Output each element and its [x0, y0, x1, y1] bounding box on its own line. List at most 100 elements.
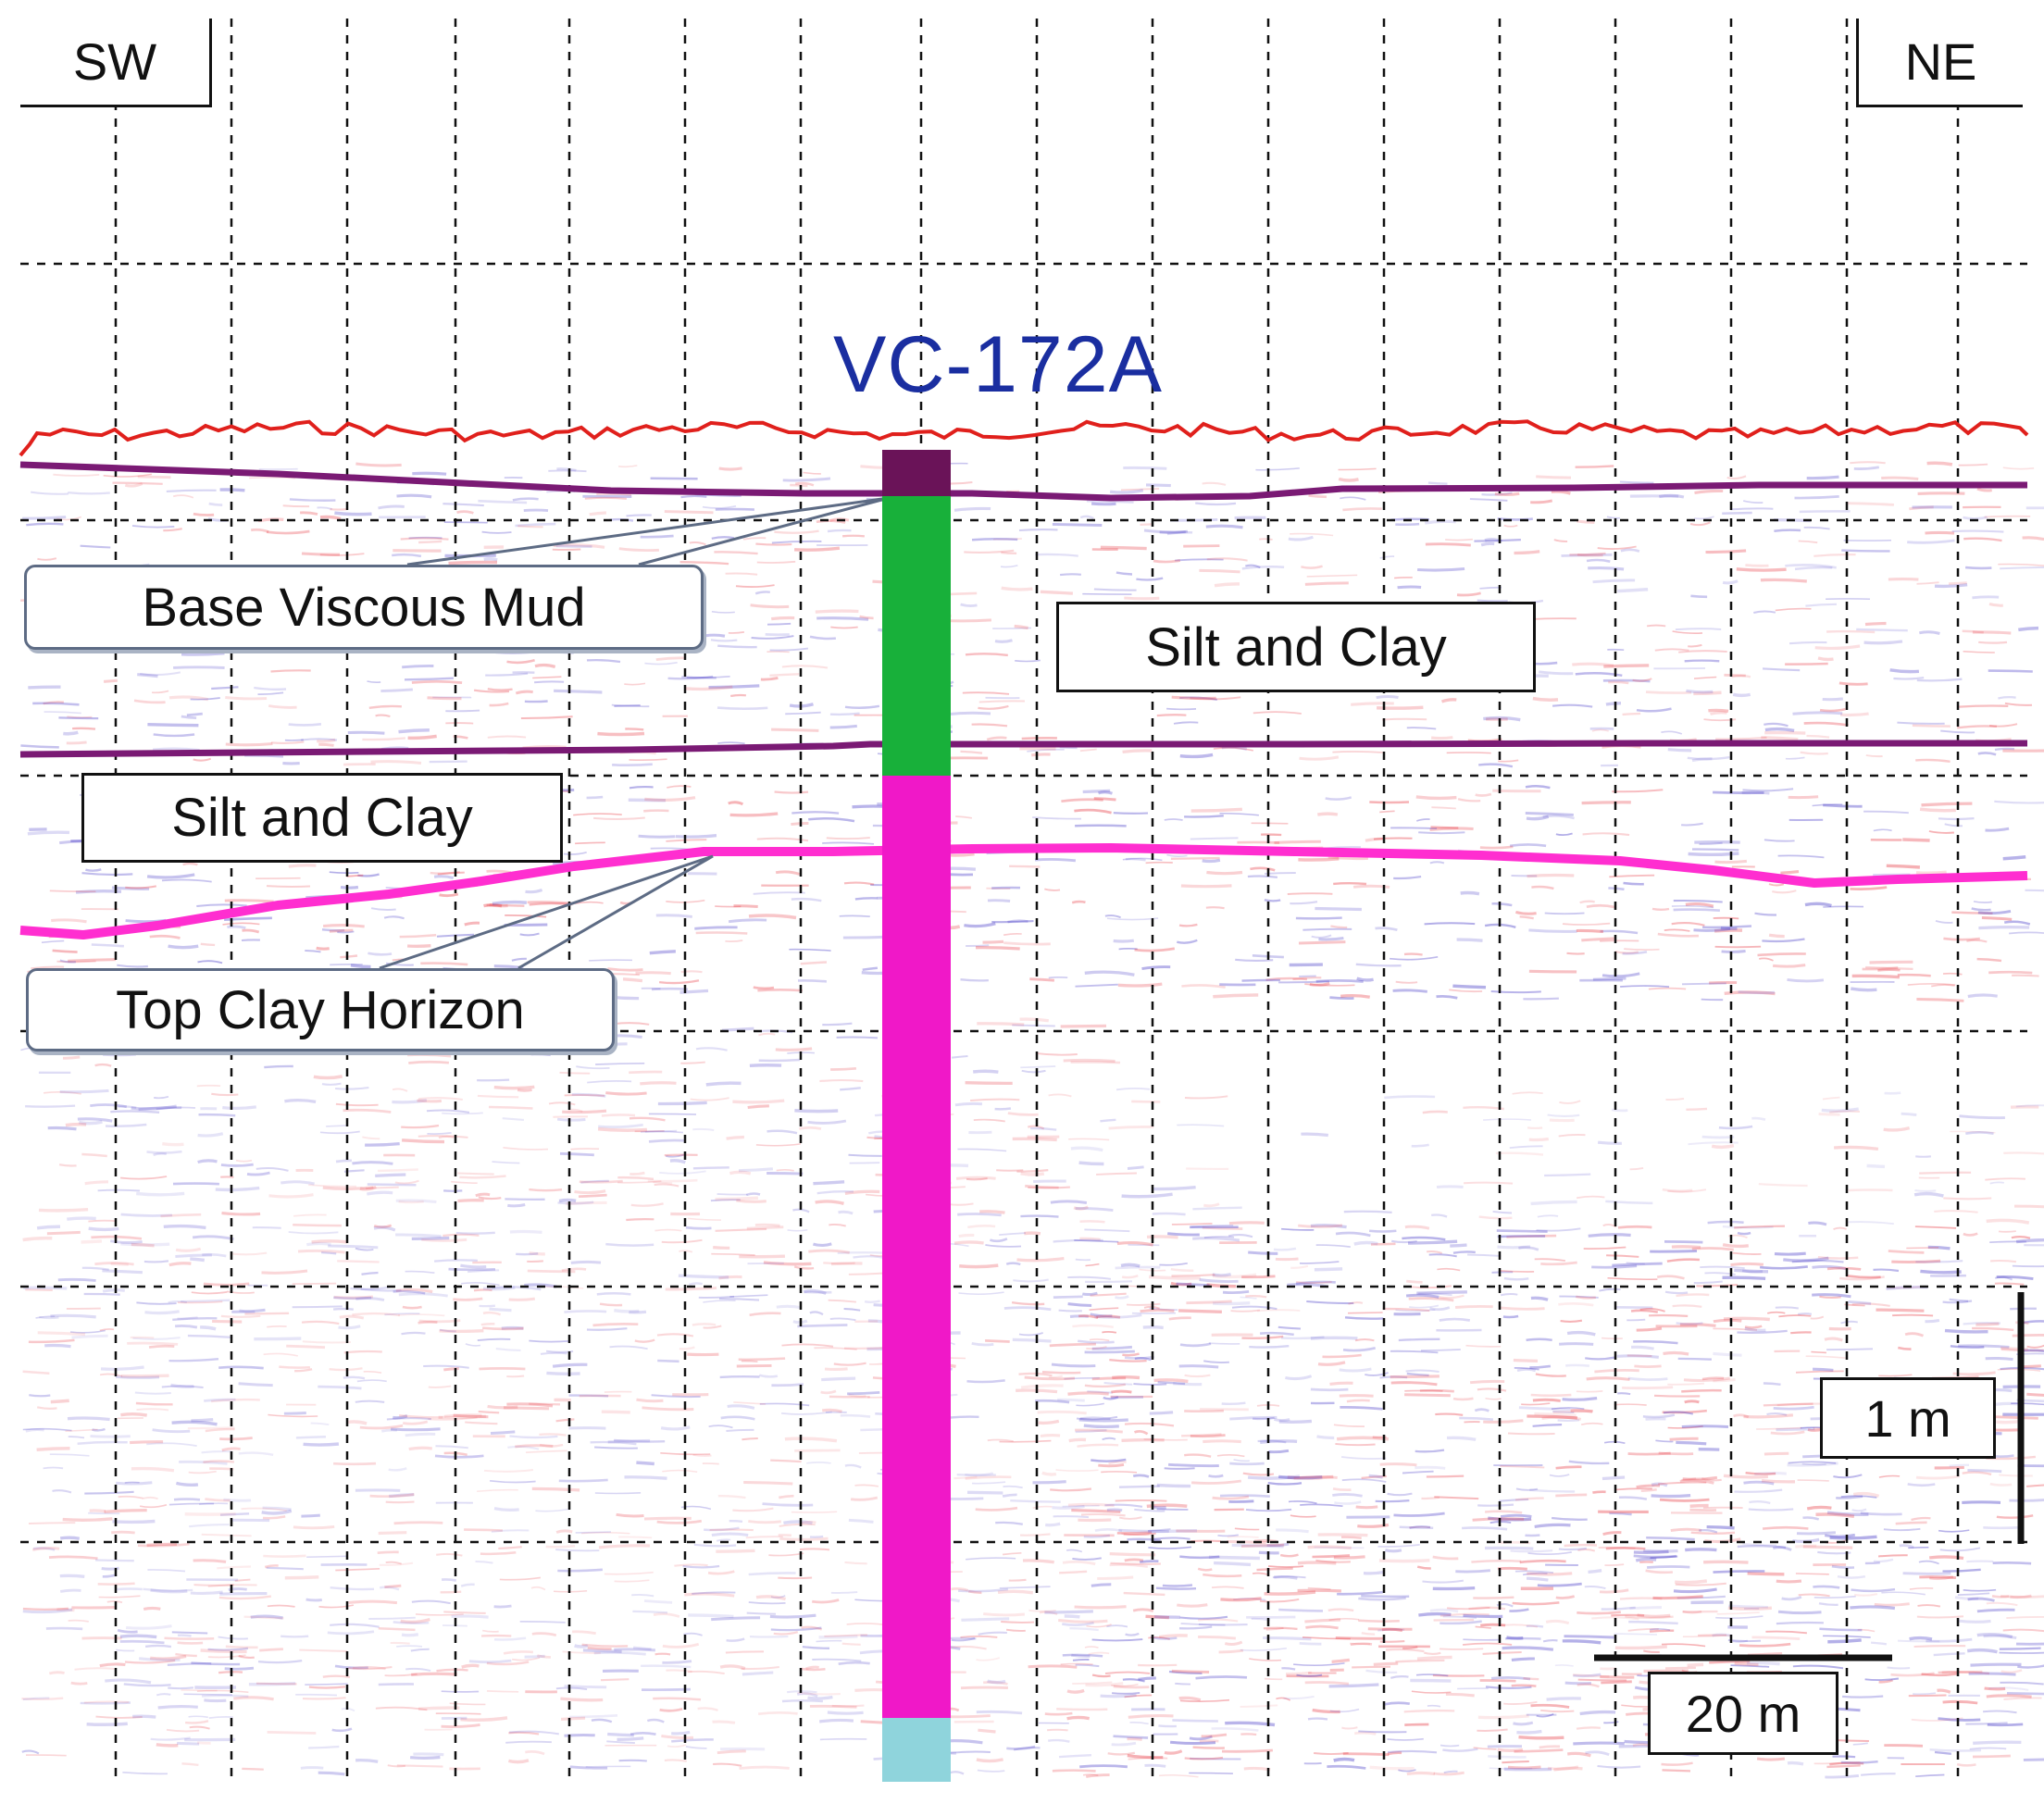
- seismic-reflection-streak: [1643, 1550, 1677, 1551]
- seismic-reflection-streak: [1967, 1470, 2001, 1471]
- seismic-reflection-streak: [318, 1773, 345, 1774]
- seismic-reflection-streak: [1075, 826, 1127, 827]
- seismic-reflection-streak: [176, 1483, 198, 1485]
- seismic-reflection-streak: [1455, 1571, 1490, 1572]
- seismic-reflection-streak: [629, 759, 667, 760]
- seismic-reflection-streak: [1524, 1678, 1539, 1679]
- seismic-reflection-streak: [379, 1684, 414, 1685]
- seismic-reflection-streak: [655, 1654, 671, 1655]
- seismic-reflection-streak: [967, 1492, 1003, 1493]
- seismic-reflection-streak: [104, 680, 118, 681]
- core-top-unit: [882, 450, 951, 496]
- seismic-reflection-streak: [717, 1194, 748, 1195]
- seismic-reflection-streak: [178, 1643, 204, 1644]
- seismic-reflection-streak: [732, 1101, 784, 1102]
- seismic-reflection-streak: [352, 1163, 393, 1164]
- seismic-reflection-streak: [794, 1111, 838, 1112]
- seismic-reflection-streak: [1993, 1562, 2031, 1563]
- seismic-reflection-streak: [44, 1346, 70, 1347]
- seismic-reflection-streak: [102, 1271, 142, 1273]
- seismic-reflection-streak: [1785, 664, 1828, 665]
- seismic-reflection-streak: [1599, 1548, 1636, 1549]
- seismic-reflection-streak: [589, 960, 632, 961]
- seismic-reflection-streak: [1578, 1680, 1626, 1681]
- seismic-reflection-streak: [1965, 1132, 1993, 1133]
- seismic-reflection-streak: [1154, 1380, 1189, 1382]
- seismic-reflection-streak: [1265, 900, 1280, 901]
- seismic-reflection-streak: [1926, 1321, 1939, 1322]
- seismic-reflection-streak: [1404, 954, 1423, 955]
- seismic-reflection-streak: [590, 513, 606, 515]
- seismic-reflection-streak: [966, 945, 989, 946]
- seismic-reflection-streak: [1121, 1264, 1140, 1266]
- seismic-reflection-streak: [298, 1250, 345, 1252]
- seismic-reflection-streak: [1128, 1739, 1142, 1740]
- seismic-reflection-streak: [1020, 1019, 1049, 1021]
- seismic-reflection-streak: [1340, 996, 1370, 998]
- seismic-reflection-streak: [158, 1707, 198, 1708]
- seismic-reflection-streak: [1041, 1436, 1060, 1437]
- seismic-reflection-streak: [1624, 883, 1644, 884]
- seismic-reflection-streak: [1910, 1638, 1932, 1639]
- seismic-reflection-streak: [506, 1376, 524, 1377]
- seismic-reflection-streak: [1249, 1346, 1289, 1347]
- seismic-reflection-streak: [1440, 1648, 1483, 1649]
- seismic-reflection-streak: [1527, 1339, 1552, 1340]
- seismic-reflection-streak: [386, 1502, 415, 1503]
- seismic-reflection-streak: [692, 1129, 714, 1130]
- seismic-reflection-streak: [627, 515, 652, 516]
- seismic-reflection-streak: [1364, 1573, 1384, 1574]
- seismic-reflection-streak: [1761, 579, 1807, 581]
- seismic-reflection-streak: [111, 1532, 135, 1533]
- seismic-reflection-streak: [1887, 865, 1920, 867]
- seismic-reflection-streak: [1180, 754, 1213, 756]
- seismic-reflection-streak: [977, 1711, 1022, 1713]
- seismic-reflection-streak: [979, 701, 1025, 702]
- seismic-reflection-streak: [1989, 1241, 2026, 1242]
- seismic-reflection-streak: [1080, 1221, 1105, 1222]
- seismic-reflection-streak: [1665, 1668, 1696, 1669]
- seismic-reflection-streak: [604, 1392, 632, 1393]
- seismic-reflection-streak: [289, 724, 321, 725]
- seismic-reflection-streak: [617, 1738, 644, 1739]
- seismic-reflection-streak: [988, 901, 1010, 902]
- seismic-reflection-streak: [532, 1488, 580, 1490]
- seismic-reflection-streak: [488, 689, 513, 690]
- seismic-reflection-streak: [1561, 1321, 1582, 1322]
- seismic-reflection-streak: [410, 1758, 440, 1759]
- seismic-reflection-streak: [403, 1307, 422, 1308]
- seismic-reflection-streak: [1715, 947, 1762, 948]
- seismic-reflection-streak: [482, 1328, 523, 1329]
- seismic-reflection-streak: [211, 1094, 238, 1095]
- seismic-reflection-streak: [1973, 1756, 2011, 1757]
- seismic-reflection-streak: [1959, 465, 1988, 466]
- seismic-reflection-streak: [1800, 511, 1851, 512]
- seismic-reflection-streak: [828, 530, 852, 531]
- seismic-reflection-streak: [703, 1463, 719, 1464]
- seismic-reflection-streak: [562, 1111, 606, 1112]
- seismic-reflection-streak: [1347, 1400, 1370, 1401]
- seismic-reflection-streak: [1988, 972, 2032, 973]
- seismic-reflection-streak: [1618, 1226, 1652, 1227]
- seismic-reflection-streak: [1654, 1396, 1700, 1397]
- seismic-reflection-streak: [173, 1184, 219, 1185]
- seismic-reflection-streak: [51, 1400, 69, 1401]
- seismic-reflection-streak: [2000, 1652, 2044, 1653]
- seismic-reflection-streak: [560, 1698, 603, 1700]
- seismic-reflection-streak: [1100, 1120, 1115, 1122]
- seismic-reflection-streak: [355, 1490, 400, 1491]
- seismic-reflection-streak: [442, 1691, 479, 1692]
- seismic-reflection-streak: [1393, 990, 1427, 991]
- seismic-reflection-streak: [1690, 596, 1707, 597]
- seismic-reflection-streak: [1999, 1475, 2033, 1476]
- seismic-reflection-streak: [2000, 567, 2044, 568]
- horizontal-scale-label: 20 m: [1648, 1672, 1838, 1755]
- seismic-reflection-streak: [1818, 1257, 1858, 1258]
- seismic-reflection-streak: [1124, 598, 1159, 599]
- seismic-reflection-streak: [505, 1742, 552, 1743]
- silt-clay-label-lower: Silt and Clay: [81, 773, 563, 863]
- seismic-reflection-streak: [529, 1189, 562, 1190]
- seismic-reflection-streak: [1415, 1467, 1445, 1468]
- seismic-reflection-streak: [525, 702, 548, 703]
- seismic-reflection-streak: [821, 1378, 855, 1380]
